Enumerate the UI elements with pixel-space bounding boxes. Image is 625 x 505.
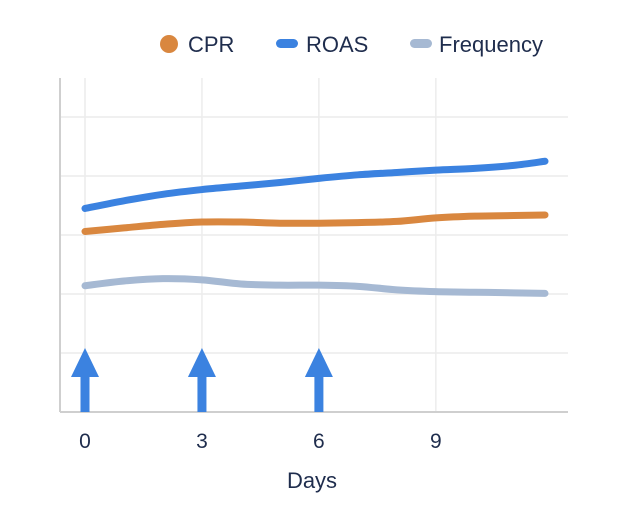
legend: CPR ROAS Frequency bbox=[160, 32, 543, 57]
series-line-roas bbox=[81, 157, 549, 212]
x-tick-labels: 0 3 6 9 bbox=[79, 430, 442, 453]
legend-label-roas: ROAS bbox=[306, 32, 368, 57]
series-line-frequency bbox=[81, 275, 549, 297]
annotation-arrow bbox=[187, 348, 216, 412]
x-tick-label: 0 bbox=[79, 430, 91, 453]
x-tick-label: 3 bbox=[196, 430, 208, 453]
x-tick-label: 6 bbox=[313, 430, 325, 453]
legend-label-cpr: CPR bbox=[188, 32, 234, 57]
legend-marker-roas bbox=[276, 39, 298, 48]
x-axis-label: Days bbox=[287, 468, 337, 493]
legend-item-frequency: Frequency bbox=[410, 32, 543, 57]
arrow-shaft bbox=[80, 375, 90, 412]
gridlines bbox=[60, 78, 568, 412]
arrow-head bbox=[304, 348, 333, 377]
annotation-arrow bbox=[71, 348, 99, 412]
series-line-cpr bbox=[81, 211, 549, 235]
legend-marker-frequency bbox=[410, 39, 432, 48]
arrow-shaft bbox=[197, 375, 207, 412]
legend-item-cpr: CPR bbox=[160, 32, 234, 57]
series-group bbox=[81, 157, 549, 297]
legend-item-roas: ROAS bbox=[276, 32, 368, 57]
arrow-head bbox=[187, 348, 216, 377]
axes bbox=[59, 78, 568, 413]
annotation-arrow bbox=[304, 348, 333, 412]
arrow-shaft bbox=[314, 375, 324, 412]
arrow-head bbox=[71, 348, 99, 377]
legend-marker-cpr bbox=[160, 35, 178, 53]
legend-label-frequency: Frequency bbox=[439, 32, 543, 57]
annotation-arrows bbox=[71, 348, 333, 412]
x-tick-label: 9 bbox=[430, 430, 442, 453]
